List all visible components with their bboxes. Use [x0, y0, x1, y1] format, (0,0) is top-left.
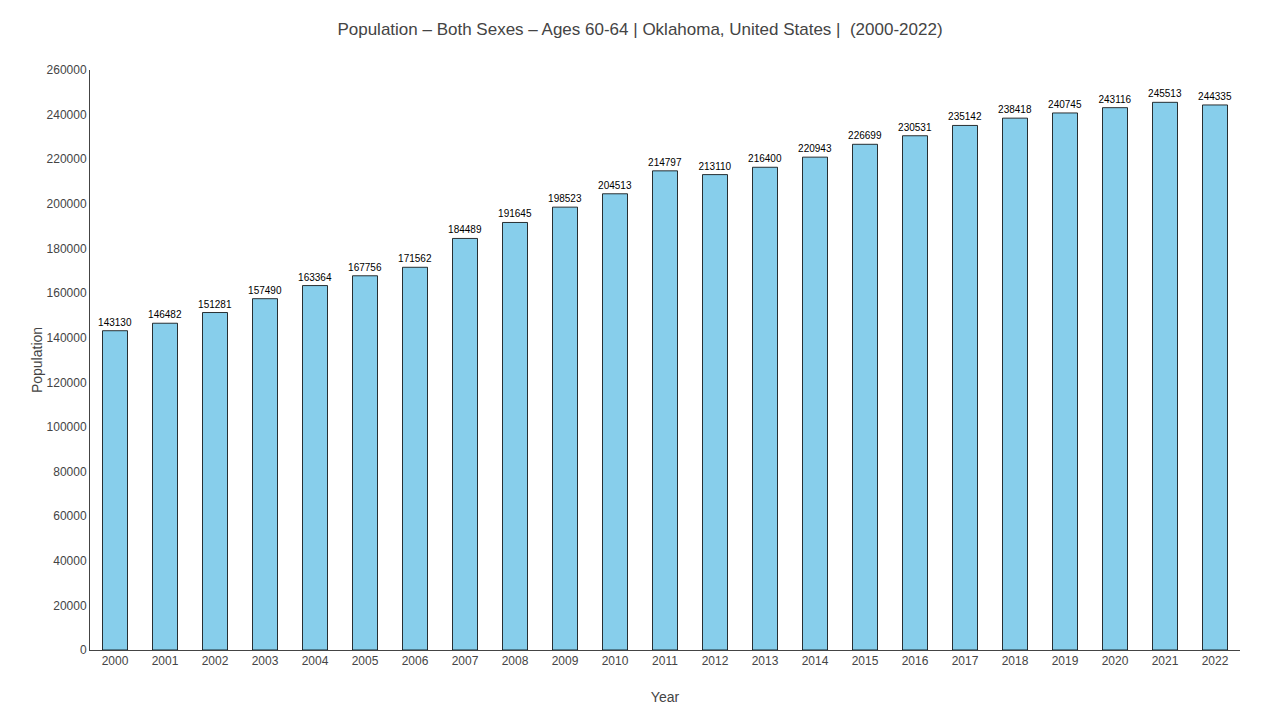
svg-text:163364: 163364: [298, 272, 332, 283]
svg-text:2004: 2004: [302, 654, 329, 668]
svg-text:2011: 2011: [652, 654, 678, 668]
svg-text:2009: 2009: [552, 654, 579, 668]
svg-text:244335: 244335: [1198, 91, 1232, 102]
svg-text:2019: 2019: [1052, 654, 1079, 668]
svg-text:243116: 243116: [1098, 94, 1131, 105]
svg-text:2001: 2001: [152, 654, 179, 668]
svg-text:200000: 200000: [47, 197, 87, 211]
svg-text:Year: Year: [651, 689, 680, 705]
svg-text:204513: 204513: [598, 180, 632, 191]
svg-text:235142: 235142: [948, 111, 982, 122]
svg-text:214797: 214797: [648, 157, 682, 168]
svg-text:220000: 220000: [47, 152, 87, 166]
svg-text:2010: 2010: [602, 654, 629, 668]
svg-text:157490: 157490: [248, 285, 282, 296]
svg-text:2015: 2015: [852, 654, 879, 668]
svg-text:2020: 2020: [1102, 654, 1129, 668]
svg-text:2003: 2003: [252, 654, 279, 668]
svg-text:220943: 220943: [798, 143, 832, 154]
svg-text:160000: 160000: [47, 286, 87, 300]
svg-text:2007: 2007: [452, 654, 479, 668]
svg-text:2008: 2008: [502, 654, 529, 668]
svg-text:171562: 171562: [398, 253, 432, 264]
svg-text:140000: 140000: [47, 331, 87, 345]
svg-text:2018: 2018: [1002, 654, 1029, 668]
svg-text:260000: 260000: [47, 63, 87, 77]
svg-text:191645: 191645: [498, 208, 532, 219]
svg-text:2002: 2002: [202, 654, 229, 668]
svg-text:2014: 2014: [802, 654, 829, 668]
svg-text:184489: 184489: [448, 224, 482, 235]
svg-text:216400: 216400: [748, 153, 782, 164]
svg-text:180000: 180000: [47, 242, 87, 256]
svg-text:238418: 238418: [998, 104, 1032, 115]
svg-text:2012: 2012: [702, 654, 729, 668]
svg-text:120000: 120000: [47, 376, 87, 390]
svg-text:151281: 151281: [198, 299, 232, 310]
svg-text:40000: 40000: [53, 554, 87, 568]
svg-text:240000: 240000: [47, 108, 87, 122]
svg-text:60000: 60000: [53, 509, 87, 523]
svg-text:245513: 245513: [1148, 88, 1182, 99]
svg-text:213110: 213110: [698, 161, 731, 172]
svg-text:80000: 80000: [53, 465, 87, 479]
svg-text:240745: 240745: [1048, 99, 1082, 110]
svg-text:143130: 143130: [98, 317, 132, 328]
svg-text:2006: 2006: [402, 654, 429, 668]
svg-text:Population: Population: [29, 327, 45, 393]
svg-text:2022: 2022: [1202, 654, 1229, 668]
svg-text:2005: 2005: [352, 654, 379, 668]
svg-text:2000: 2000: [102, 654, 129, 668]
svg-text:2021: 2021: [1152, 654, 1179, 668]
svg-text:100000: 100000: [47, 420, 87, 434]
svg-text:2016: 2016: [902, 654, 929, 668]
svg-text:2017: 2017: [952, 654, 979, 668]
svg-text:226699: 226699: [848, 130, 882, 141]
svg-text:20000: 20000: [53, 599, 87, 613]
svg-text:167756: 167756: [348, 262, 382, 273]
svg-text:230531: 230531: [898, 122, 932, 133]
svg-text:Population – Both Sexes – Ages: Population – Both Sexes – Ages 60-64 | O…: [337, 20, 942, 39]
svg-text:146482: 146482: [148, 309, 182, 320]
svg-text:198523: 198523: [548, 193, 582, 204]
svg-text:0: 0: [80, 643, 87, 657]
svg-text:2013: 2013: [752, 654, 779, 668]
